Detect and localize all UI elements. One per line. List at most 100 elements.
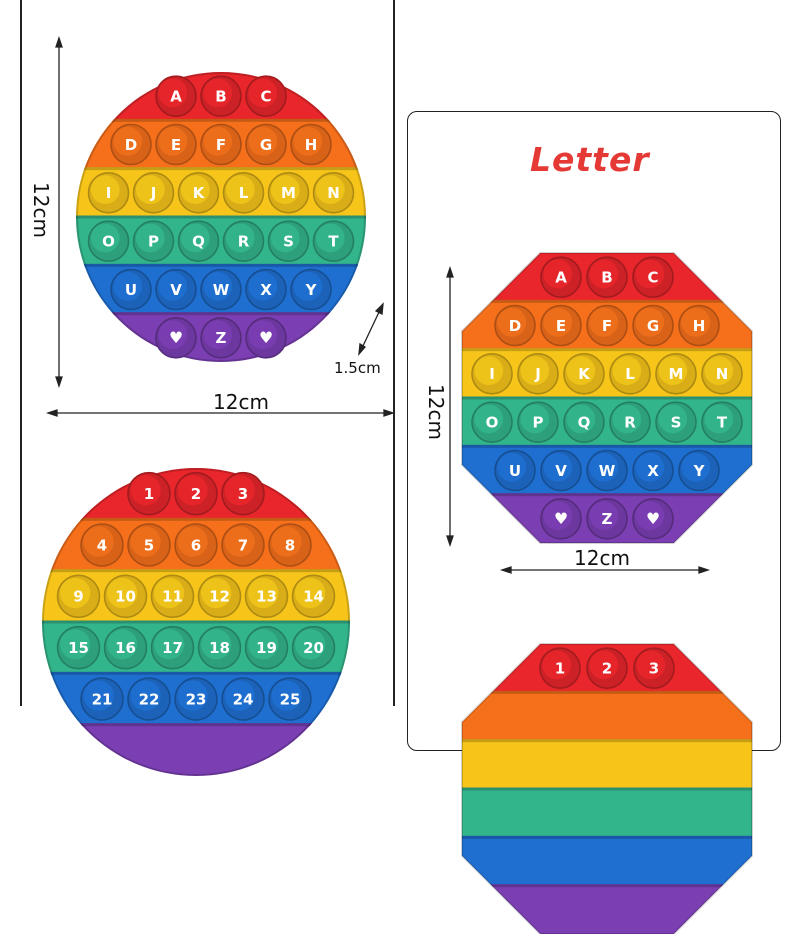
pop-bubble: R: [222, 220, 265, 262]
pop-bubble: G: [245, 123, 287, 166]
bubble-label: K: [578, 365, 591, 383]
pop-bubble: S: [267, 220, 310, 262]
bubble-label: 15: [68, 639, 89, 657]
bubble-label: B: [215, 88, 226, 106]
pop-bubble: C: [245, 75, 287, 117]
bubble-label: J: [534, 365, 541, 383]
pop-bubble: R: [609, 401, 651, 443]
pop-bubble: P: [132, 220, 175, 262]
pop-bubble: Q: [563, 401, 605, 443]
bubble-label: A: [170, 88, 182, 106]
bubble-label: 22: [139, 690, 160, 708]
bubble-label: 14: [303, 588, 324, 606]
bubble-label: Z: [602, 510, 613, 528]
bubble-label: 4: [97, 536, 107, 554]
bubble-label: ♥: [646, 509, 660, 528]
bubble-label: F: [602, 317, 612, 335]
color-band: [462, 885, 752, 934]
octagon-height-label: 12cm: [423, 384, 448, 440]
pop-bubble: 19: [244, 625, 289, 670]
bubble-label: R: [238, 233, 250, 251]
bubble-label: 1: [555, 660, 565, 678]
pop-bubble: H: [678, 304, 720, 347]
pop-bubble: 12: [197, 574, 242, 619]
bubble-label: D: [125, 136, 137, 154]
pop-bubble: D: [110, 123, 152, 166]
bubble-label: X: [260, 281, 272, 299]
pop-bubble: I: [87, 172, 130, 214]
bubble-label: ♥: [169, 328, 183, 347]
bubble-label: 1: [144, 485, 154, 503]
pop-bubble: A: [155, 75, 197, 117]
pop-bubble: 9: [56, 574, 101, 619]
pop-bubble: L: [609, 353, 651, 395]
pop-bubble: T: [312, 220, 355, 262]
pop-bubble: ♥: [632, 498, 674, 540]
bubble-label: P: [148, 233, 159, 251]
bubble-label: V: [170, 281, 182, 299]
pop-bubble: U: [110, 268, 152, 311]
bubble-label: M: [281, 184, 296, 202]
bubble-label: 2: [602, 660, 612, 678]
pop-bubble: E: [540, 304, 582, 347]
bubble-label: 16: [115, 639, 136, 657]
bubble-label: O: [102, 233, 115, 251]
pop-bubble: M: [267, 172, 310, 214]
bubble-label: E: [556, 317, 566, 335]
bubble-label: 12: [209, 588, 230, 606]
pop-bubble: 17: [150, 625, 195, 670]
bubble-label: C: [260, 88, 271, 106]
pop-bubble: 3: [221, 471, 265, 516]
pop-bubble: ♥: [155, 317, 197, 359]
bubble-label: L: [239, 184, 249, 202]
bubble-label: O: [486, 414, 499, 432]
pop-bubble: F: [586, 304, 628, 347]
bubble-label: Q: [192, 233, 205, 251]
pop-bubble: X: [245, 268, 287, 311]
bubble-label: M: [669, 365, 684, 383]
bubble-label: V: [555, 462, 567, 480]
bubble-label: S: [671, 414, 682, 432]
bubble-label: Y: [305, 281, 318, 299]
bubble-label: 25: [280, 690, 301, 708]
bubble-label: H: [305, 136, 318, 154]
bubble-label: Q: [578, 414, 591, 432]
octagon-width-label: 12cm: [574, 546, 630, 570]
bubble-label: U: [509, 462, 521, 480]
bubble-label: E: [171, 136, 181, 154]
pop-bubble: E: [155, 123, 197, 166]
bubble-label: G: [647, 317, 659, 335]
pop-bubble: 16: [103, 625, 148, 670]
pop-bubble: 7: [221, 523, 265, 567]
pop-bubble: P: [517, 401, 559, 443]
bubble-label: 18: [209, 639, 230, 657]
bubble-label: 23: [186, 690, 207, 708]
round-height-label: 12cm: [28, 182, 53, 238]
bubble-label: ♥: [554, 509, 568, 528]
pop-bubble: W: [200, 268, 242, 311]
pop-bubble: C: [632, 256, 674, 298]
color-band: [462, 789, 752, 839]
pop-bubble: M: [655, 353, 697, 395]
bubble-label: L: [625, 365, 635, 383]
bubble-label: 21: [92, 690, 113, 708]
color-band: [462, 837, 752, 887]
bubble-label: 7: [238, 536, 248, 554]
pop-bubble: Z: [200, 317, 242, 359]
pop-bubble: I: [471, 353, 513, 395]
bubble-label: W: [213, 281, 230, 299]
pop-bubble: H: [290, 123, 332, 166]
pop-bubble: L: [222, 172, 265, 214]
pop-bubble: A: [540, 256, 582, 298]
pop-bubble: 14: [291, 574, 336, 619]
bubble-label: 17: [162, 639, 183, 657]
pop-bubble: 20: [291, 625, 336, 670]
bubble-label: J: [150, 184, 157, 202]
pop-bubble: 3: [633, 647, 675, 689]
bubble-label: Z: [216, 329, 227, 347]
bubble-label: 13: [256, 588, 277, 606]
pop-bubble: V: [155, 268, 197, 311]
bubble-label: W: [599, 462, 616, 480]
bubble-label: ♥: [259, 328, 273, 347]
panel-divider: [393, 0, 395, 706]
